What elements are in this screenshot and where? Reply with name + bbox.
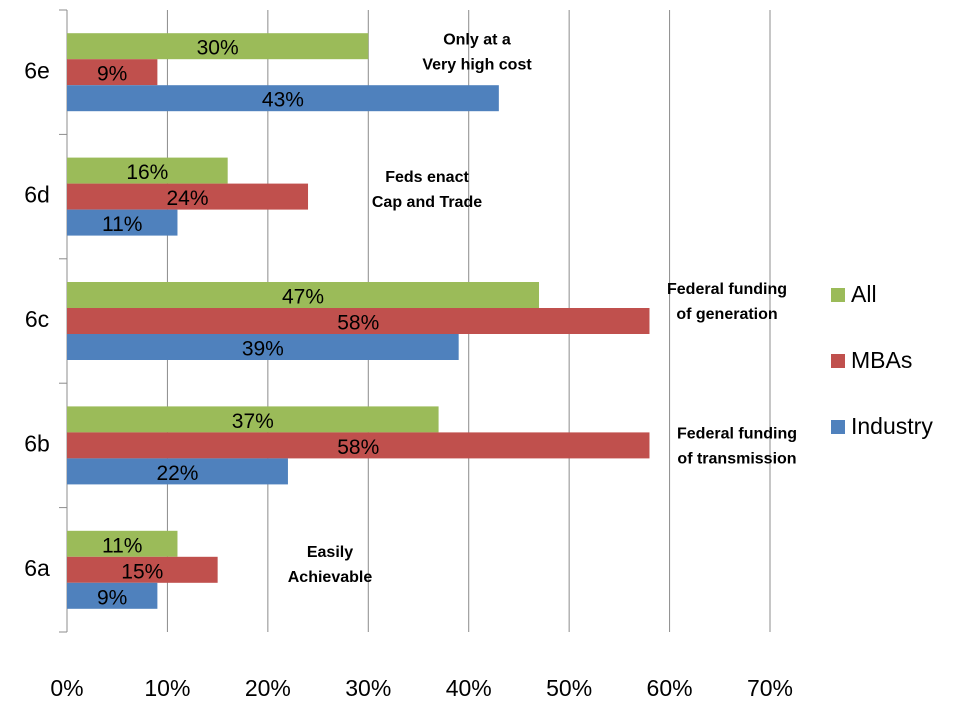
bar bbox=[67, 33, 369, 60]
y-tick-label: 6e bbox=[24, 57, 50, 83]
legend-label: Industry bbox=[851, 413, 933, 439]
value-label: 9% bbox=[97, 586, 127, 609]
y-tick-label: 6b bbox=[24, 430, 50, 456]
value-label: 58% bbox=[337, 436, 379, 459]
value-label: 58% bbox=[337, 312, 379, 335]
x-tick-label: 40% bbox=[446, 675, 492, 701]
x-tick-label: 60% bbox=[647, 675, 693, 701]
value-label: 9% bbox=[97, 63, 127, 86]
annotation: Federal funding bbox=[677, 426, 797, 443]
bar bbox=[67, 183, 309, 210]
annotation: of transmission bbox=[677, 451, 796, 468]
value-label: 24% bbox=[166, 187, 208, 210]
bar bbox=[67, 582, 158, 609]
annotation: Only at a bbox=[443, 31, 511, 48]
y-tick-label: 6c bbox=[25, 306, 49, 332]
y-tick-label: 6d bbox=[24, 182, 50, 208]
legend-label: All bbox=[851, 281, 877, 307]
bar bbox=[67, 334, 459, 360]
annotation: Feds enact bbox=[385, 169, 469, 186]
y-tick-label: 6a bbox=[24, 555, 50, 581]
bar bbox=[67, 432, 650, 459]
value-label: 43% bbox=[262, 89, 304, 112]
bar bbox=[67, 157, 228, 184]
value-label: 22% bbox=[156, 462, 198, 485]
legend-swatch bbox=[831, 288, 845, 302]
x-tick-label: 30% bbox=[345, 675, 391, 701]
value-label: 11% bbox=[102, 213, 142, 236]
legend-label: MBAs bbox=[851, 347, 912, 373]
x-tick-label: 0% bbox=[50, 675, 83, 701]
value-label: 11% bbox=[102, 534, 142, 557]
value-label: 47% bbox=[282, 286, 324, 309]
bar bbox=[67, 85, 499, 112]
value-label: 39% bbox=[242, 338, 284, 361]
value-label: 37% bbox=[232, 410, 274, 433]
value-label: 16% bbox=[126, 161, 168, 184]
annotation: of generation bbox=[676, 306, 777, 323]
bar bbox=[67, 282, 540, 308]
bar bbox=[67, 209, 178, 236]
bar bbox=[67, 308, 650, 334]
bar bbox=[67, 458, 288, 485]
annotation: Achievable bbox=[288, 569, 373, 586]
x-tick-label: 70% bbox=[747, 675, 793, 701]
value-label: 30% bbox=[197, 37, 239, 60]
legend-swatch bbox=[831, 420, 845, 434]
bar bbox=[67, 59, 158, 86]
value-label: 15% bbox=[121, 560, 163, 583]
x-tick-label: 50% bbox=[546, 675, 592, 701]
legend-swatch bbox=[831, 354, 845, 368]
bar bbox=[67, 406, 439, 433]
x-tick-label: 20% bbox=[245, 675, 291, 701]
bar bbox=[67, 530, 178, 557]
annotation: Very high cost bbox=[422, 56, 532, 73]
bar bbox=[67, 556, 218, 583]
annotation: Easily bbox=[307, 544, 353, 561]
x-tick-label: 10% bbox=[144, 675, 190, 701]
annotation: Cap and Trade bbox=[372, 194, 482, 211]
annotation: Federal funding bbox=[667, 281, 787, 298]
